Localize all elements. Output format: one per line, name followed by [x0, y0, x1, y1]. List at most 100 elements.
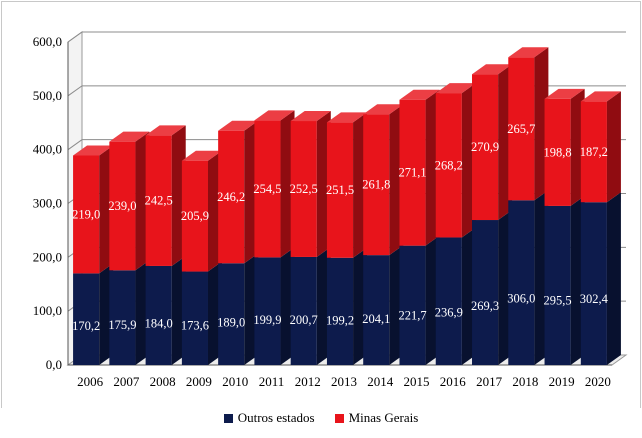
- bar-group-2016: 236,9 268,2: [435, 83, 476, 365]
- bar-minas-gerais-2015: [399, 99, 426, 246]
- bar-minas-gerais-2012: [290, 121, 317, 257]
- gridline: [67, 31, 626, 43]
- data-label-minas-gerais-2007: 239,0: [108, 199, 136, 213]
- data-label-minas-gerais-2014: 261,8: [362, 178, 390, 192]
- x-tick-label-2015: 2015: [404, 374, 430, 389]
- x-tick-label-2007: 2007: [113, 374, 140, 389]
- y-tick-label: 600,0: [33, 34, 62, 49]
- bar-side: [606, 192, 621, 365]
- data-label-minas-gerais-2012: 252,5: [290, 182, 318, 196]
- y-tick-label: 500,0: [33, 88, 62, 103]
- gridline: [67, 85, 626, 97]
- bar-minas-gerais-2016: [435, 93, 462, 238]
- bar-outros-estados-2016: [435, 237, 462, 365]
- x-tick-label-2020: 2020: [585, 374, 611, 389]
- bar-top: [326, 112, 368, 123]
- bar-group-2013: 199,2 251,5: [326, 112, 368, 365]
- bar-top: [73, 145, 114, 156]
- data-label-minas-gerais-2011: 254,5: [253, 182, 281, 196]
- x-tick-label-2016: 2016: [440, 374, 467, 389]
- bar-top: [363, 104, 404, 115]
- bar-outros-estados-2009: [181, 271, 208, 365]
- bar-minas-gerais-2011: [254, 120, 281, 258]
- stacked-bar-chart: 0,0 100,0 200,0 300,0 400,0 500,0 600,0 170,2 21…: [1, 1, 641, 408]
- bar-group-2018: 306,0 265,7: [507, 47, 549, 365]
- bar-group-2015: 221,7 271,1: [398, 89, 440, 365]
- bar-minas-gerais-2009: [181, 160, 208, 272]
- bar-outros-estados-2010: [218, 263, 245, 365]
- data-label-minas-gerais-2009: 205,9: [181, 209, 209, 223]
- bar-top: [544, 88, 585, 99]
- y-tick-label: 0,0: [46, 357, 62, 372]
- data-label-minas-gerais-2006: 219,0: [72, 207, 100, 221]
- legend-swatch-outros-estados: [223, 413, 233, 423]
- data-label-outros-estados-2013: 199,2: [326, 313, 354, 327]
- x-tick-label-2006: 2006: [77, 374, 104, 389]
- bar-minas-gerais-2017: [472, 74, 499, 221]
- x-tick-label-2011: 2011: [259, 374, 285, 389]
- legend-item-minas-gerais: Minas Gerais: [334, 410, 419, 426]
- data-label-minas-gerais-2010: 246,2: [217, 190, 245, 204]
- bar-group-2011: 199,9 254,5: [253, 110, 295, 365]
- bar-group-2020: 302,4 187,2: [580, 91, 621, 365]
- bar-outros-estados-2011: [254, 257, 281, 365]
- bar-outros-estados-2017: [472, 220, 499, 365]
- bar-outros-estados-2008: [145, 265, 172, 365]
- bar-top: [145, 125, 186, 136]
- data-label-outros-estados-2019: 295,5: [544, 294, 572, 308]
- bar-top: [181, 150, 222, 161]
- legend-label-minas-gerais: Minas Gerais: [348, 410, 419, 425]
- bar-top: [254, 110, 295, 121]
- bar-top: [290, 111, 331, 122]
- bar-group-2019: 295,5 198,8: [544, 88, 585, 365]
- bar-outros-estados-2013: [326, 257, 354, 365]
- data-label-outros-estados-2009: 173,6: [181, 318, 209, 332]
- bar-outros-estados-2020: [580, 202, 607, 365]
- bar-outros-estados-2015: [399, 245, 426, 365]
- data-label-minas-gerais-2008: 242,5: [145, 194, 173, 208]
- x-tick-label-2017: 2017: [476, 374, 503, 389]
- legend-item-outros-estados: Outros estados: [223, 410, 315, 426]
- data-label-outros-estados-2015: 221,7: [398, 309, 426, 323]
- data-label-minas-gerais-2019: 198,8: [544, 145, 572, 159]
- data-label-outros-estados-2020: 302,4: [580, 292, 609, 306]
- data-label-minas-gerais-2013: 251,5: [326, 183, 354, 197]
- x-tick-label-2019: 2019: [549, 374, 575, 389]
- data-label-outros-estados-2012: 200,7: [290, 313, 318, 327]
- data-label-outros-estados-2014: 204,1: [362, 312, 390, 326]
- data-label-outros-estados-2007: 175,9: [108, 318, 136, 332]
- bar-group-2017: 269,3 270,9: [471, 64, 513, 365]
- bar-minas-gerais-2014: [363, 114, 390, 256]
- bar-group-2009: 173,6 205,9: [181, 150, 222, 365]
- data-label-minas-gerais-2017: 270,9: [471, 140, 499, 154]
- x-tick-label-2010: 2010: [222, 374, 248, 389]
- bar-top: [399, 89, 440, 100]
- bar-minas-gerais-2006: [73, 155, 100, 274]
- bar-minas-gerais-2018: [508, 57, 535, 201]
- x-tick-label-2013: 2013: [331, 374, 357, 389]
- legend: Outros estados Minas Gerais: [0, 408, 642, 428]
- bar-top: [109, 131, 150, 142]
- legend-swatch-minas-gerais: [334, 413, 344, 423]
- y-tick-label: 200,0: [33, 249, 62, 264]
- data-label-outros-estados-2016: 236,9: [435, 306, 463, 320]
- bar-group-2006: 170,2 219,0: [72, 145, 114, 365]
- bar-outros-estados-2019: [544, 205, 571, 365]
- bar-top: [435, 83, 476, 94]
- data-label-outros-estados-2017: 269,3: [471, 299, 499, 313]
- x-tick-label-2014: 2014: [367, 374, 394, 389]
- data-label-outros-estados-2018: 306,0: [507, 291, 535, 305]
- data-label-outros-estados-2006: 170,2: [72, 319, 100, 333]
- x-tick-label-2012: 2012: [295, 374, 321, 389]
- bar-minas-gerais-2007: [109, 141, 136, 271]
- bar-group-2010: 189,0 246,2: [217, 120, 259, 365]
- bar-minas-gerais-2010: [218, 130, 245, 264]
- y-tick-label: 400,0: [33, 142, 62, 157]
- data-label-outros-estados-2011: 199,9: [253, 313, 281, 327]
- bar-top: [472, 64, 513, 75]
- bar-group-2012: 200,7 252,5: [290, 111, 331, 365]
- bar-outros-estados-2007: [109, 270, 136, 365]
- bar-outros-estados-2006: [73, 273, 100, 365]
- chart-border: [1, 1, 641, 408]
- data-label-outros-estados-2010: 189,0: [217, 315, 245, 329]
